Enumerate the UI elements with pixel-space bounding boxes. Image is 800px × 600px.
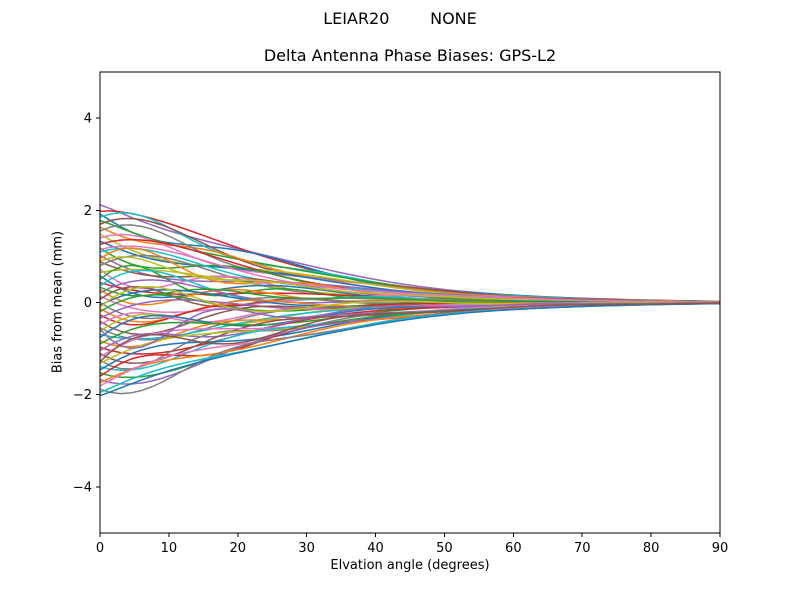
y-tick-label: 2: [84, 204, 92, 219]
chart-title: Delta Antenna Phase Biases: GPS-L2: [263, 46, 557, 65]
series-line: [100, 245, 720, 303]
x-tick-label: 80: [643, 541, 660, 556]
x-tick-label: 20: [230, 541, 247, 556]
y-tick-label: −2: [73, 388, 92, 403]
y-axis-label: Bias from mean (mm): [50, 230, 66, 374]
figure-suptitle: LEIAR20 NONE: [323, 9, 477, 28]
x-axis-label: Elvation angle (degrees): [330, 558, 490, 573]
series-line: [100, 302, 720, 363]
x-tick-label: 30: [298, 541, 315, 556]
x-tick-label: 70: [574, 541, 591, 556]
series-line: [100, 301, 720, 350]
x-tick-label: 50: [436, 541, 453, 556]
y-tick-label: 0: [84, 296, 92, 311]
x-tick-label: 60: [505, 541, 522, 556]
y-tick-label: −4: [73, 480, 92, 495]
x-tick-label: 90: [712, 541, 729, 556]
series-line: [100, 286, 720, 313]
series-lines: [100, 204, 720, 397]
x-tick-label: 40: [367, 541, 384, 556]
series-line: [100, 302, 720, 397]
axis-ticks: 0 10 20 30 40 50 60 70 80 90 −4 −2 0 2 4: [73, 112, 728, 556]
x-tick-label: 0: [96, 541, 104, 556]
y-tick-label: 4: [84, 112, 92, 127]
x-tick-label: 10: [161, 541, 178, 556]
